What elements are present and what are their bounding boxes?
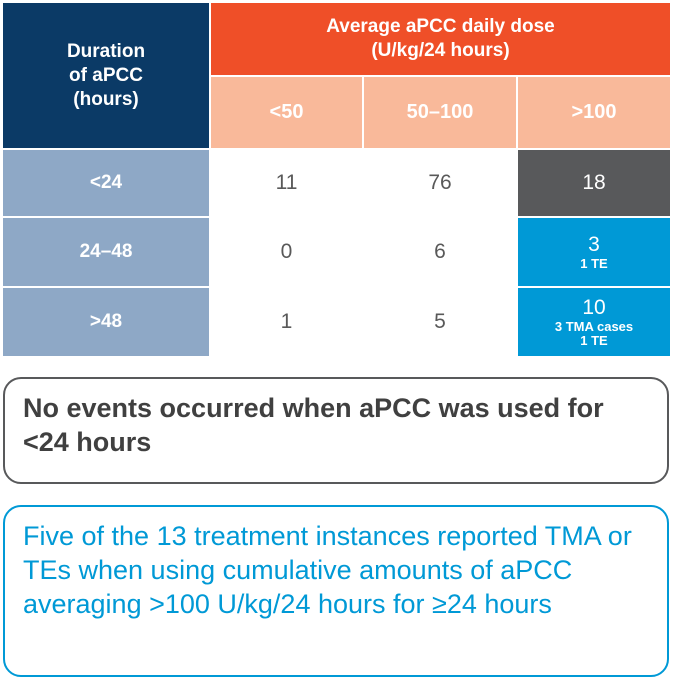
duration-header-line: Duration (66, 40, 146, 62)
dose-column-label: <50 (269, 101, 304, 123)
duration-header-line: of aPCC (69, 64, 143, 86)
dose-column-label: 50–100 (406, 101, 474, 123)
table-cell: 0 (211, 218, 362, 286)
no-events-text: No events occurred when aPCC was used fo… (23, 393, 604, 457)
table-cell-event: 10 3 TMA cases 1 TE (518, 288, 670, 356)
cell-value: 0 (280, 240, 293, 263)
cell-value: 76 (428, 171, 452, 194)
table-cell: 1 (211, 288, 362, 356)
dose-column-label: >100 (571, 101, 617, 123)
row-header: 24–48 (3, 218, 209, 286)
row-label: >48 (89, 311, 123, 332)
cell-value: 18 (582, 171, 606, 194)
table-cell-highlight: 18 (518, 150, 670, 216)
dose-duration-table: Duration of aPCC (hours) Average aPCC da… (3, 3, 670, 356)
duration-header-line: (hours) (73, 88, 139, 110)
cell-value: 1 (280, 310, 293, 333)
dose-column-header: 50–100 (364, 77, 516, 148)
row-header: >48 (3, 288, 209, 356)
event-note: 3 TMA cases (554, 319, 634, 334)
dose-header-line: Average aPCC daily dose (326, 16, 555, 37)
tma-te-callout: Five of the 13 treatment instances repor… (3, 505, 669, 677)
dose-header: Average aPCC daily dose (U/kg/24 hours) (211, 3, 670, 75)
table-cell: 11 (211, 150, 362, 216)
cell-value: 6 (434, 240, 446, 263)
dose-column-header: >100 (518, 77, 670, 148)
no-events-callout: No events occurred when aPCC was used fo… (3, 377, 669, 484)
row-header: <24 (3, 150, 209, 216)
cell-value: 5 (434, 310, 446, 333)
cell-value: 10 (582, 296, 606, 319)
table-cell-event: 3 1 TE (518, 218, 670, 286)
cell-value: 3 (588, 233, 600, 256)
tma-te-text: Five of the 13 treatment instances repor… (23, 521, 632, 619)
table-cell: 5 (364, 288, 516, 356)
cell-value: 11 (275, 171, 298, 194)
duration-header: Duration of aPCC (hours) (3, 3, 209, 148)
table-cell: 76 (364, 150, 516, 216)
row-label: <24 (89, 172, 123, 193)
row-label: 24–48 (79, 241, 133, 262)
event-note: 1 TE (580, 256, 608, 271)
dose-column-header: <50 (211, 77, 362, 148)
event-note: 1 TE (580, 333, 608, 348)
dose-header-line: (U/kg/24 hours) (371, 40, 510, 61)
table-cell: 6 (364, 218, 516, 286)
